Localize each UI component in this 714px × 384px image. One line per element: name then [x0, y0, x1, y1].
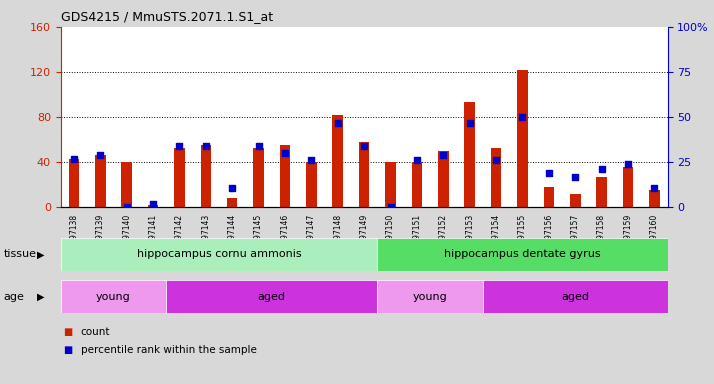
- Bar: [306, 162, 316, 207]
- Point: [543, 170, 555, 176]
- Point: [491, 157, 502, 164]
- Point: [517, 114, 528, 120]
- Point: [94, 152, 106, 158]
- Point: [279, 150, 291, 156]
- Bar: [201, 145, 211, 207]
- Point: [464, 119, 476, 126]
- Bar: [464, 103, 475, 207]
- Bar: [333, 115, 343, 207]
- Bar: [359, 142, 369, 207]
- Text: young: young: [413, 291, 448, 302]
- Text: young: young: [96, 291, 131, 302]
- Bar: [253, 147, 264, 207]
- Text: ▶: ▶: [37, 291, 44, 302]
- Bar: [121, 162, 132, 207]
- Point: [147, 201, 159, 207]
- Text: aged: aged: [258, 291, 286, 302]
- Bar: [166, 280, 377, 313]
- Text: hippocampus dentate gyrus: hippocampus dentate gyrus: [444, 249, 600, 260]
- Text: hippocampus cornu ammonis: hippocampus cornu ammonis: [136, 249, 301, 260]
- Point: [200, 143, 211, 149]
- Text: aged: aged: [561, 291, 589, 302]
- Bar: [438, 151, 448, 207]
- Point: [596, 166, 608, 172]
- Point: [306, 157, 317, 164]
- Bar: [623, 167, 633, 207]
- Bar: [61, 238, 377, 271]
- Bar: [377, 280, 483, 313]
- Point: [438, 152, 449, 158]
- Point: [411, 157, 423, 164]
- Point: [226, 184, 238, 190]
- Bar: [412, 162, 422, 207]
- Text: ■: ■: [63, 327, 72, 337]
- Text: ▶: ▶: [37, 249, 44, 260]
- Point: [332, 119, 343, 126]
- Bar: [483, 280, 668, 313]
- Bar: [61, 280, 166, 313]
- Text: tissue: tissue: [4, 249, 36, 260]
- Bar: [517, 70, 528, 207]
- Bar: [543, 187, 554, 207]
- Point: [121, 204, 132, 210]
- Text: ■: ■: [63, 345, 72, 355]
- Bar: [596, 177, 607, 207]
- Text: percentile rank within the sample: percentile rank within the sample: [81, 345, 256, 355]
- Point: [68, 156, 79, 162]
- Point: [385, 204, 396, 210]
- Point: [358, 143, 370, 149]
- Point: [649, 184, 660, 190]
- Bar: [227, 198, 238, 207]
- Bar: [386, 162, 396, 207]
- Bar: [570, 194, 580, 207]
- Bar: [148, 205, 159, 207]
- Bar: [377, 238, 668, 271]
- Bar: [280, 145, 291, 207]
- Point: [253, 143, 264, 149]
- Bar: [649, 190, 660, 207]
- Point: [623, 161, 634, 167]
- Bar: [174, 147, 185, 207]
- Bar: [491, 147, 501, 207]
- Bar: [69, 159, 79, 207]
- Bar: [95, 156, 106, 207]
- Text: GDS4215 / MmuSTS.2071.1.S1_at: GDS4215 / MmuSTS.2071.1.S1_at: [61, 10, 273, 23]
- Point: [174, 143, 185, 149]
- Text: age: age: [4, 291, 24, 302]
- Text: count: count: [81, 327, 110, 337]
- Point: [570, 174, 581, 180]
